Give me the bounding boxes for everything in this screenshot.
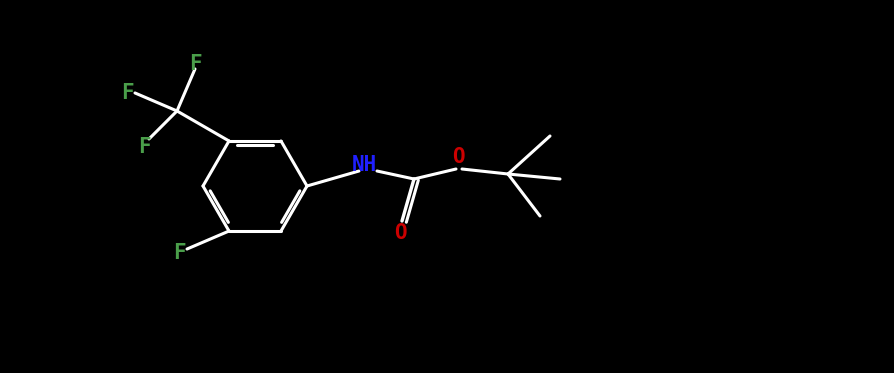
Text: O: O [451, 147, 464, 167]
Text: F: F [121, 83, 133, 103]
Text: F: F [189, 54, 201, 74]
Text: F: F [138, 137, 150, 157]
Text: F: F [173, 243, 185, 263]
Text: O: O [393, 223, 406, 243]
Text: NH: NH [351, 155, 376, 175]
